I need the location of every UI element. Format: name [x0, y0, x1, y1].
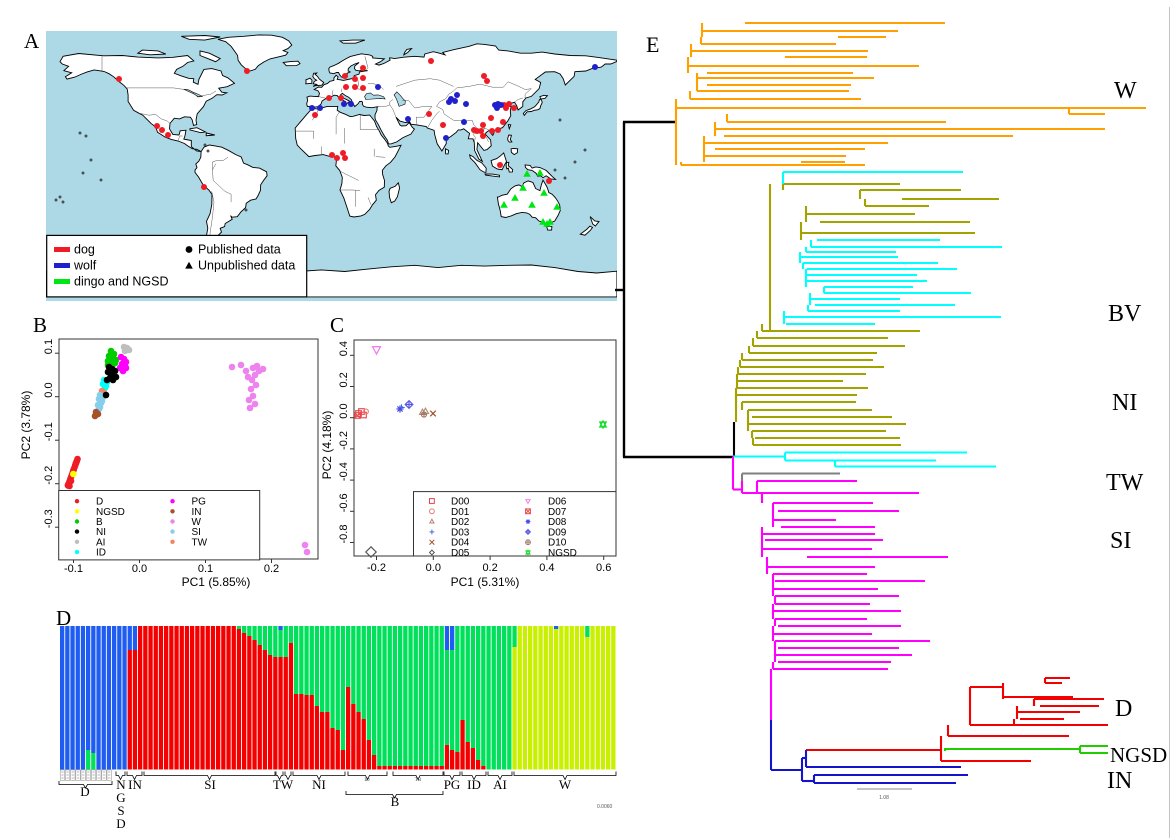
svg-text:wolf: wolf	[73, 259, 97, 273]
svg-text:D03: D03	[451, 527, 470, 538]
svg-text:C: C	[330, 313, 344, 337]
svg-text:-0.2: -0.2	[367, 562, 386, 574]
svg-text:0.2: 0.2	[338, 372, 350, 387]
svg-text:D: D	[96, 497, 103, 508]
svg-text:NI: NI	[1112, 390, 1137, 416]
svg-text:-0.6: -0.6	[338, 493, 350, 512]
svg-text:D04: D04	[451, 538, 470, 549]
svg-text:-0.1: -0.1	[64, 563, 83, 575]
svg-text:D01: D01	[451, 507, 470, 518]
svg-text:Unpublished data: Unpublished data	[198, 259, 295, 273]
svg-text:-0.1: -0.1	[43, 422, 55, 441]
svg-text:0.0: 0.0	[132, 563, 147, 575]
svg-text:0.1: 0.1	[43, 339, 55, 354]
svg-text:SI: SI	[192, 527, 201, 538]
svg-text:SI: SI	[1110, 528, 1131, 554]
svg-text:W: W	[1114, 78, 1137, 104]
svg-text:A: A	[24, 29, 40, 53]
svg-text:B: B	[96, 517, 103, 528]
svg-text:W: W	[192, 517, 202, 528]
svg-text:D: D	[1115, 696, 1132, 722]
svg-text:NGSD: NGSD	[548, 548, 577, 559]
svg-text:dingo and NGSD: dingo and NGSD	[74, 275, 169, 289]
svg-text:IN: IN	[128, 777, 142, 792]
svg-text:Published data: Published data	[198, 243, 281, 257]
svg-text:PC1 (5.85%): PC1 (5.85%)	[182, 575, 251, 589]
svg-text:NI: NI	[312, 777, 326, 792]
svg-text:D08: D08	[548, 517, 567, 528]
svg-text:-0.3: -0.3	[43, 509, 55, 528]
svg-text:W: W	[559, 777, 572, 792]
svg-text:TW: TW	[273, 777, 294, 792]
svg-text:0.2: 0.2	[482, 562, 497, 574]
svg-text:D02: D02	[451, 517, 470, 528]
svg-text:BV: BV	[1108, 301, 1142, 327]
svg-text:NGSD: NGSD	[1110, 743, 1167, 767]
svg-text:0.2: 0.2	[264, 563, 279, 575]
svg-text:TW: TW	[192, 537, 208, 548]
svg-text:dog: dog	[74, 243, 95, 257]
svg-text:D07: D07	[548, 507, 567, 518]
svg-text:0.4: 0.4	[338, 341, 350, 356]
svg-text:PG: PG	[444, 777, 461, 792]
svg-text:NGSD: NGSD	[96, 507, 125, 518]
svg-text:-0.8: -0.8	[338, 525, 350, 544]
svg-text:B: B	[33, 313, 47, 337]
svg-text:0.0: 0.0	[43, 382, 55, 397]
svg-text:D09: D09	[548, 527, 567, 538]
svg-text:0.1: 0.1	[198, 563, 213, 575]
svg-text:D05: D05	[451, 548, 470, 559]
svg-text:AI: AI	[96, 537, 105, 548]
svg-text:B: B	[391, 794, 400, 809]
svg-text:TW: TW	[1106, 470, 1144, 496]
svg-text:ID: ID	[364, 778, 370, 783]
svg-text:AI: AI	[493, 777, 507, 792]
svg-text:D06: D06	[548, 497, 567, 508]
svg-text:E: E	[646, 32, 659, 57]
svg-text:G: G	[116, 790, 125, 805]
svg-text:PG: PG	[192, 497, 207, 508]
svg-text:0.0060: 0.0060	[597, 804, 613, 810]
svg-text:NI: NI	[96, 527, 106, 538]
svg-text:0.4: 0.4	[539, 562, 554, 574]
svg-text:PC2 (3.78%): PC2 (3.78%)	[19, 391, 33, 460]
svg-text:-0.2: -0.2	[338, 431, 350, 450]
svg-text:D: D	[116, 816, 125, 831]
svg-text:PC1 (5.31%): PC1 (5.31%)	[451, 575, 520, 589]
svg-text:0.0: 0.0	[338, 403, 350, 418]
svg-text:IN: IN	[192, 507, 202, 518]
svg-text:D: D	[80, 784, 89, 799]
svg-text:IN: IN	[1107, 768, 1132, 794]
svg-text:PC2 (4.18%): PC2 (4.18%)	[320, 411, 334, 480]
svg-text:0.0: 0.0	[426, 562, 441, 574]
svg-text:0.6: 0.6	[596, 562, 611, 574]
svg-text:D10: D10	[548, 538, 567, 549]
svg-text:-0.2: -0.2	[43, 466, 55, 485]
svg-text:D: D	[56, 606, 71, 630]
svg-text:ID: ID	[467, 777, 481, 792]
svg-text:ID: ID	[96, 548, 106, 559]
svg-text:TB: TB	[415, 778, 422, 783]
svg-text:SI: SI	[204, 777, 216, 792]
svg-text:N: N	[116, 777, 126, 792]
svg-text:D00: D00	[451, 497, 470, 508]
svg-text:1.08: 1.08	[879, 795, 889, 801]
svg-text:S: S	[117, 803, 124, 818]
svg-text:-0.4: -0.4	[338, 462, 350, 481]
